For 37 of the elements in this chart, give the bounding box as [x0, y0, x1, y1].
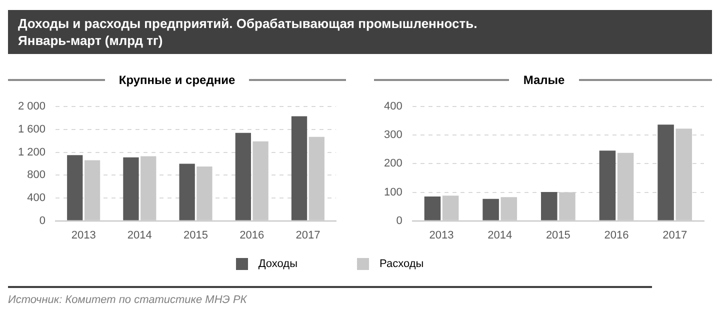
y-tick-label: 1 200 [18, 146, 46, 158]
bar [235, 132, 251, 220]
x-tick-label: 2014 [488, 229, 512, 242]
y-tick-label: 300 [384, 129, 402, 142]
x-tick-label: 2013 [429, 229, 454, 242]
bar [424, 196, 441, 220]
text: Источник: Комитет по статистике МНЭ РК [8, 294, 248, 306]
bar [67, 155, 83, 220]
y-tick-label: 1 600 [18, 123, 46, 136]
bar [179, 164, 195, 220]
x-tick-label: 2017 [662, 229, 688, 242]
bar [482, 198, 499, 220]
bar [658, 124, 674, 220]
bar [541, 192, 558, 220]
x-tick-label: 2016 [604, 229, 629, 242]
y-tick-label: 400 [384, 100, 402, 113]
y-tick-label: 800 [27, 169, 46, 182]
x-tick-label: 2015 [546, 229, 570, 242]
y-tick-label: 2 000 [18, 100, 46, 113]
x-tick-label: 2015 [184, 229, 208, 242]
chart-subtitle: Малые [522, 73, 566, 87]
x-tick-label: 2014 [127, 229, 152, 242]
legend-label: Доходы [258, 258, 298, 270]
x-tick-label: 2013 [71, 229, 96, 242]
x-tick-label: 2017 [296, 229, 320, 242]
y-tick-label: 400 [27, 192, 46, 204]
y-tick-label: 100 [384, 186, 402, 198]
bar [123, 157, 139, 220]
bar [291, 116, 308, 220]
chart-title: Доходы и расходы предприятий. Обрабатывающая промышленность. Январь-март (млрд тг) [18, 15, 478, 49]
chart-subtitle: Крупные и средние [118, 73, 236, 87]
y-tick-label: 0 [396, 214, 402, 227]
y-tick-label: 0 [39, 214, 46, 227]
bar [599, 150, 616, 220]
legend-label: Расходы [379, 258, 424, 270]
x-tick-label: 2016 [240, 229, 264, 242]
y-tick-label: 200 [384, 158, 402, 170]
